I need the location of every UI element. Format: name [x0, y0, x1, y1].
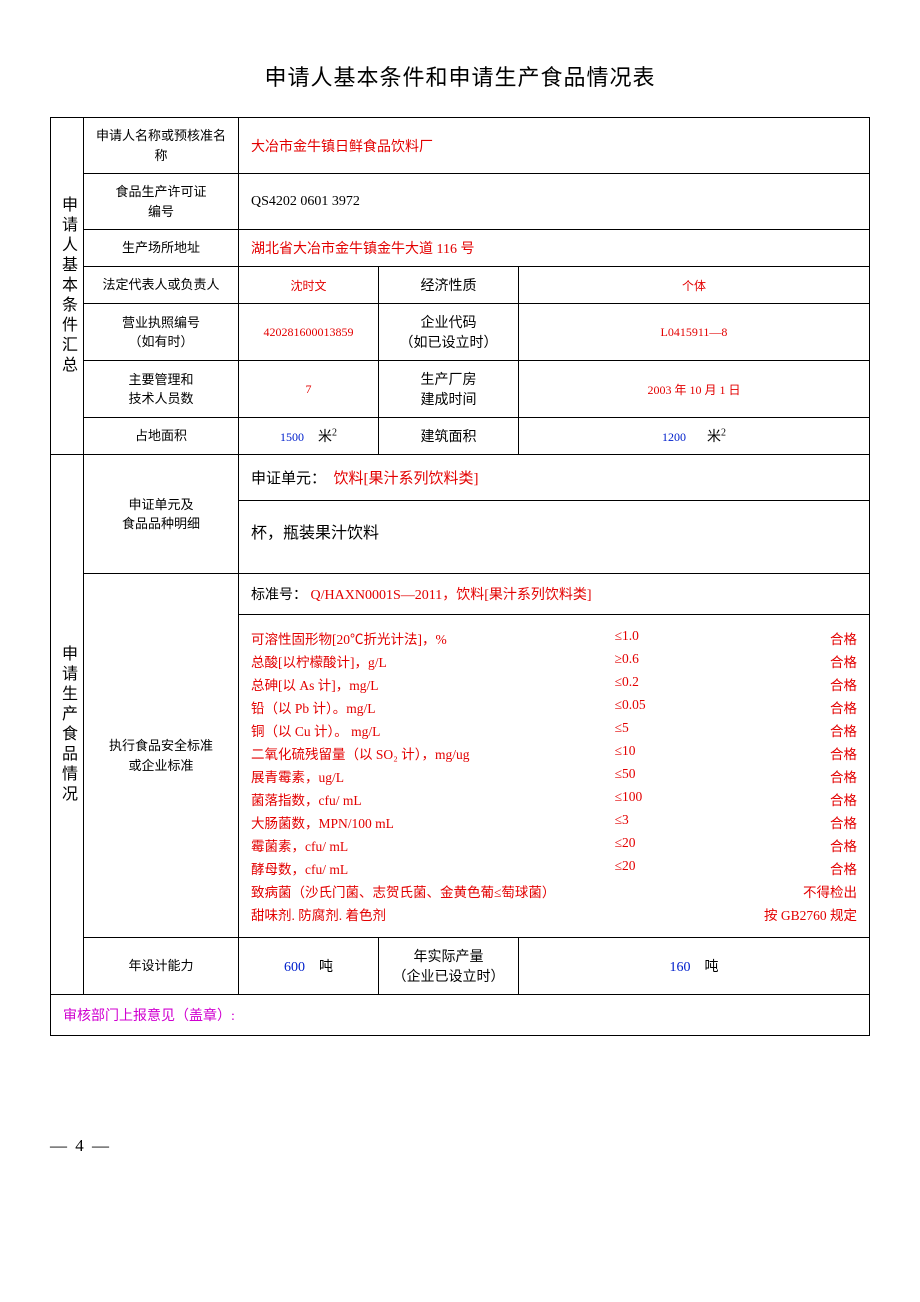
standard-header: 标准号： Q/HAXN0001S—2011，饮料[果汁系列饮料类] [239, 574, 870, 615]
buildarea-label: 建筑面积 [379, 418, 519, 455]
name-label: 申请人名称或预核准名称 [84, 118, 239, 174]
entcode-label: 企业代码 （如已设立时） [379, 304, 519, 361]
legal-label: 法定代表人或负责人 [84, 267, 239, 304]
bizlic-label: 营业执照编号 （如有时） [84, 304, 239, 361]
page-title: 申请人基本条件和申请生产食品情况表 [50, 60, 870, 92]
license-label: 食品生产许可证 编号 [84, 174, 239, 230]
land-label: 占地面积 [84, 418, 239, 455]
buildtime-value: 2003 年 10 月 1 日 [519, 361, 870, 418]
standard-item: 菌落指数，cfu/ mL≤100合格 [251, 789, 857, 809]
main-form-table: 申请人基本条件汇总 申请人名称或预核准名称 大冶市金牛镇日鲜食品饮料厂 食品生产… [50, 117, 870, 1036]
footer-opinion: 审核部门上报意见（盖章）: [51, 995, 870, 1036]
buildtime-label: 生产厂房 建成时间 [379, 361, 519, 418]
staff-value: 7 [239, 361, 379, 418]
license-value: QS4202 0601 3972 [239, 174, 870, 230]
name-value: 大冶市金牛镇日鲜食品饮料厂 [239, 118, 870, 174]
page-number: — 4 — [50, 1136, 870, 1156]
standard-extra1: 致病菌（沙氏门菌、志贺氏菌、金黄色葡≤萄球菌）不得检出 [251, 881, 857, 901]
standard-item: 总砷[以 As 计]，mg/L≤0.2合格 [251, 674, 857, 694]
actual-label: 年实际产量 （企业已设立时） [379, 938, 519, 995]
standard-item: 霉菌素，cfu/ mL≤20合格 [251, 835, 857, 855]
section2-label: 申请生产食品情况 [51, 455, 84, 995]
land-value: 1500 米2 [239, 418, 379, 455]
standard-item: 酵母数，cfu/ mL≤20合格 [251, 858, 857, 878]
cert-desc: 杯，瓶装果汁饮料 [239, 501, 870, 574]
econ-value: 个体 [519, 267, 870, 304]
standard-row-label: 执行食品安全标准 或企业标准 [84, 574, 239, 938]
econ-label: 经济性质 [379, 267, 519, 304]
standard-item: 展青霉素，ug/L≤50合格 [251, 766, 857, 786]
standard-item: 总酸[以柠檬酸计]，g/L≥0.6合格 [251, 651, 857, 671]
addr-value: 湖北省大冶市金牛镇金牛大道 116 号 [239, 230, 870, 267]
standard-item: 可溶性固形物[20℃折光计法]，%≤1.0合格 [251, 628, 857, 648]
standard-item: 二氧化硫残留量（以 SO₂ 计），mg/ug≤10合格 [251, 743, 857, 763]
actual-value: 160 吨 [519, 938, 870, 995]
bizlic-value: 420281600013859 [239, 304, 379, 361]
standard-extra2: 甜味剂. 防腐剂. 着色剂按 GB2760 规定 [251, 904, 857, 924]
standard-item: 大肠菌数，MPN/100 mL≤3合格 [251, 812, 857, 832]
standard-item: 铅（以 Pb 计）。mg/L≤0.05合格 [251, 697, 857, 717]
legal-value: 沈时文 [239, 267, 379, 304]
standard-items: 可溶性固形物[20℃折光计法]，%≤1.0合格总酸[以柠檬酸计]，g/L≥0.6… [239, 615, 870, 938]
design-label: 年设计能力 [84, 938, 239, 995]
staff-label: 主要管理和 技术人员数 [84, 361, 239, 418]
cert-row-label: 申证单元及 食品品种明细 [84, 455, 239, 574]
entcode-value: L0415911—8 [519, 304, 870, 361]
section1-label: 申请人基本条件汇总 [51, 118, 84, 455]
addr-label: 生产场所地址 [84, 230, 239, 267]
cert-unit-cell: 申证单元： 饮料[果汁系列饮料类] [239, 455, 870, 501]
buildarea-value: 1200 米2 [519, 418, 870, 455]
standard-item: 铜（以 Cu 计）。 mg/L≤5合格 [251, 720, 857, 740]
design-value: 600 吨 [239, 938, 379, 995]
